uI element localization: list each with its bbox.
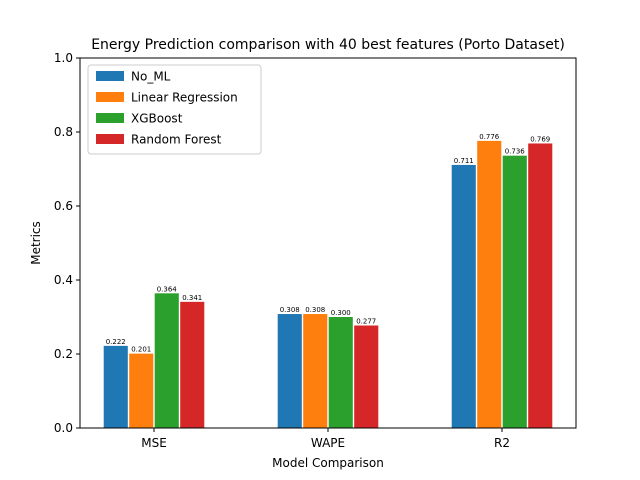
bar [303,314,328,428]
bar [451,164,476,428]
bar [103,345,128,428]
bar [180,301,205,428]
bar [277,314,302,428]
bar-value-label: 0.300 [331,309,351,317]
y-axis: 0.0 0.2 0.4 0.6 0.8 1.0 [54,51,80,435]
legend-swatch [96,134,124,144]
y-tick-label: 0.0 [54,421,73,435]
bar-value-label: 0.711 [454,157,474,165]
bar [354,325,379,428]
legend-entry: XGBoost [131,112,183,126]
bars-group [103,140,553,428]
bar [502,155,527,428]
y-tick-label: 0.6 [54,199,73,213]
y-tick-label: 0.4 [54,273,73,287]
legend-swatch [96,92,124,102]
bar-value-label: 0.364 [157,285,178,293]
bar-value-label: 0.222 [106,338,126,346]
legend-entry: No_ML [131,70,171,84]
bar-labels-group: 0.222 0.201 0.364 0.341 0.308 0.308 0.300 0.277… [106,133,551,354]
bar [528,143,553,428]
legend-swatch [96,71,124,81]
bar-value-label: 0.776 [479,133,500,141]
y-tick-label: 1.0 [54,51,73,65]
x-tick-label: MSE [141,436,167,450]
bar [154,293,179,428]
bar-value-label: 0.201 [131,346,151,354]
bar-value-label: 0.736 [505,148,526,156]
bar-value-label: 0.341 [182,294,202,302]
bar [129,353,154,428]
bar-value-label: 0.277 [356,318,376,326]
x-tick-label: WAPE [311,436,345,450]
y-tick-label: 0.8 [54,125,73,139]
x-axis-label: Model Comparison [272,456,384,470]
y-axis-label: Metrics [29,221,43,265]
legend: No_ML Linear Regression XGBoost Random Fore… [87,64,262,155]
legend-swatch [96,113,124,123]
x-axis: MSE WAPE R2 [141,428,510,450]
bar-value-label: 0.769 [530,135,550,143]
x-tick-label: R2 [494,436,510,450]
bar [328,317,353,428]
bar-value-label: 0.308 [280,306,300,314]
bar [477,140,502,428]
bar-value-label: 0.308 [305,306,325,314]
legend-entry: Linear Regression [131,91,238,105]
y-tick-label: 0.2 [54,347,73,361]
chart-title: Energy Prediction comparison with 40 bes… [91,37,565,53]
legend-entry: Random Forest [131,133,222,147]
legend-box [87,64,262,155]
